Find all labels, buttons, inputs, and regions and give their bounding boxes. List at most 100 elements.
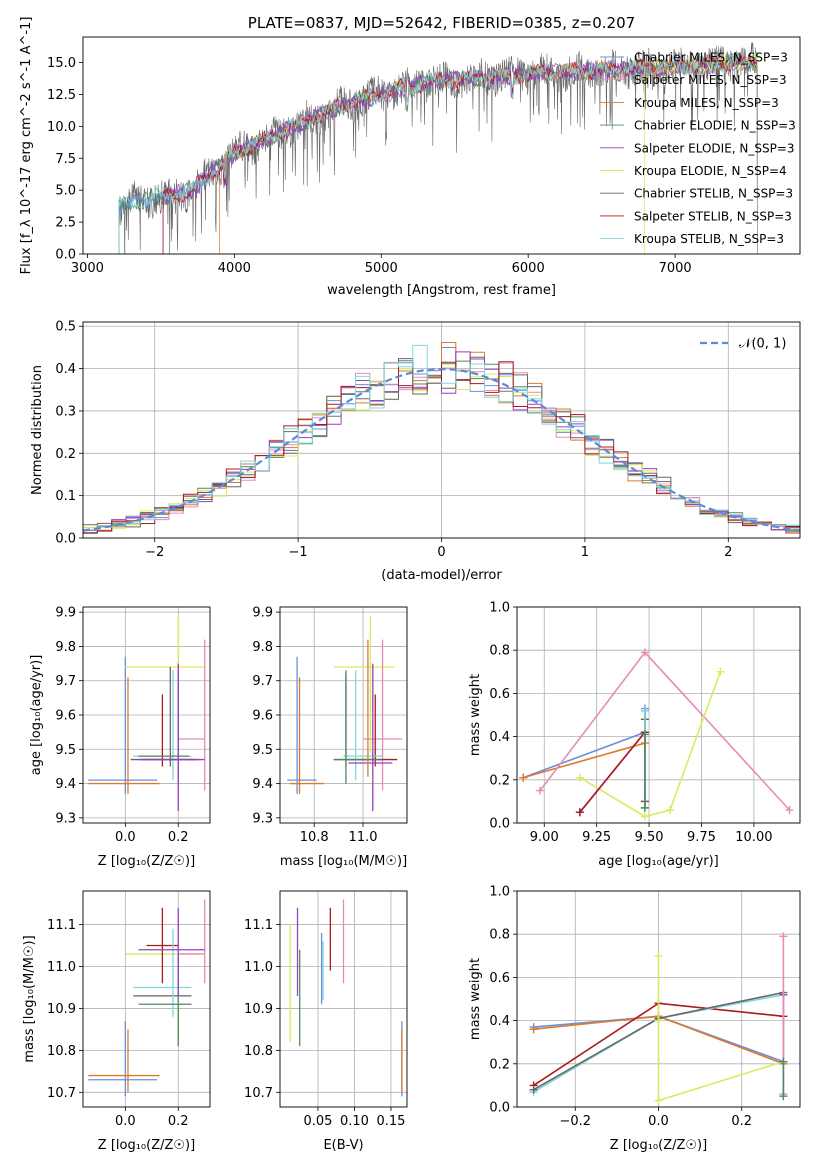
weight-marker	[779, 1092, 788, 1101]
y-axis-label: mass weight	[468, 958, 483, 1040]
x-tick-label: −0.2	[559, 1114, 591, 1129]
plot-area	[88, 615, 206, 811]
weight-line-kroupa_elodie	[657, 955, 784, 1102]
weight-line-kroupa_miles	[523, 719, 646, 779]
y-tick-label: 0.2	[489, 773, 510, 788]
x-tick-label: 10.00	[735, 830, 772, 845]
y-tick-label: 9.4	[55, 777, 76, 792]
weight-line-salpeter_miles	[539, 651, 791, 811]
x-axis-label: wavelength [Angstrom, rest frame]	[327, 283, 556, 298]
x-tick-label: 1	[581, 545, 589, 560]
x-tick-label: 0.0	[115, 830, 136, 845]
y-axis-label: mass [log₁₀(M/M☉)]	[22, 935, 37, 1062]
spectrum-series-chabrier_stelib	[118, 42, 758, 254]
plot-area	[118, 42, 758, 254]
y-tick-label: 0.8	[489, 644, 510, 659]
axes-frame	[516, 890, 801, 1108]
x-tick-label: 2	[724, 545, 732, 560]
x-tick-label: 0.2	[168, 830, 189, 845]
y-tick-label: 11.1	[244, 918, 273, 933]
y-tick-label: 9.4	[252, 777, 273, 792]
weight-marker	[575, 773, 584, 782]
y-tick-label: 0.4	[489, 730, 510, 745]
weight-marker	[529, 1085, 538, 1094]
y-tick-label: 10.7	[244, 1086, 273, 1101]
x-tick-label: 7000	[659, 261, 692, 276]
legend-entry: Chabrier ELODIE, N_SSP=3	[634, 119, 796, 133]
y-tick-label: 9.6	[55, 709, 76, 724]
y-tick-label: 10.7	[47, 1086, 76, 1101]
y-tick-label: 9.8	[252, 640, 273, 655]
y-tick-label: 9.3	[252, 811, 273, 826]
y-tick-label: 7.5	[55, 152, 76, 167]
x-tick-label: 9.50	[635, 830, 664, 845]
y-tick-label: 12.5	[47, 88, 76, 103]
legend-entry: Salpeter MILES, N_SSP=3	[634, 73, 787, 87]
y-tick-label: 0.8	[489, 928, 510, 943]
y-tick-label: 0.0	[489, 817, 510, 832]
y-tick-label: 5.0	[55, 184, 76, 199]
weight-marker	[529, 1025, 538, 1034]
x-axis-label: E(B-V)	[323, 1138, 363, 1153]
y-tick-label: 0.4	[489, 1014, 510, 1029]
y-tick-label: 10.9	[47, 1002, 76, 1017]
x-axis-label: mass [log₁₀(M/M☉)]	[280, 854, 407, 869]
y-tick-label: 10.9	[244, 1002, 273, 1017]
axes-frame	[279, 890, 408, 1108]
x-tick-label: 10.8	[300, 830, 329, 845]
y-tick-label: 0.2	[55, 447, 76, 462]
y-tick-label: 15.0	[47, 56, 76, 71]
spectrum-series-kroupa_stelib	[118, 53, 758, 254]
x-tick-label: −1	[289, 545, 308, 560]
y-tick-label: 0.6	[489, 687, 510, 702]
x-tick-label: 3000	[71, 261, 104, 276]
x-tick-label: 6000	[512, 261, 545, 276]
x-axis-label: Z [log₁₀(Z/Z☉)]	[610, 1138, 707, 1153]
weight-marker	[640, 730, 649, 739]
weight-marker	[640, 648, 649, 657]
spectrum-series-salpeter_elodie	[162, 54, 758, 254]
axes-frame	[82, 890, 211, 1108]
axes-frame	[82, 36, 801, 255]
x-tick-label: −2	[145, 545, 164, 560]
x-tick-label: 0.2	[731, 1114, 752, 1129]
chart-title: PLATE=0837, MJD=52642, FIBERID=0385, z=0…	[248, 14, 635, 32]
x-axis-label: Z [log₁₀(Z/Z☉)]	[98, 1138, 195, 1153]
y-tick-label: 9.3	[55, 811, 76, 826]
x-axis-label: age [log₁₀(age/yr)]	[598, 854, 719, 869]
y-axis-label: mass weight	[468, 674, 483, 756]
y-tick-label: 1.0	[489, 601, 510, 616]
x-tick-label: 9.75	[687, 830, 716, 845]
y-tick-label: 0.0	[55, 248, 76, 263]
axes-age_vs_z: 0.0 0.2 9.3 9.4 9.5 9.6 9.7 9.8 9.9 Z [log₁₀(Z/Z☉…	[29, 606, 211, 869]
weight-marker	[640, 706, 649, 715]
plot-area	[529, 932, 788, 1105]
x-tick-label: 0.0	[648, 1114, 669, 1129]
y-axis-label: age [log₁₀(age/yr)]	[29, 655, 44, 776]
axes-frame	[516, 606, 801, 824]
weight-marker	[779, 932, 788, 941]
y-tick-label: 0.1	[55, 489, 76, 504]
x-tick-label: 0.2	[168, 1114, 189, 1129]
y-tick-label: 10.8	[47, 1044, 76, 1059]
y-tick-label: 0.4	[55, 362, 76, 377]
x-tick-label: 11.0	[349, 830, 378, 845]
y-axis-label: Flux [f_λ 10^-17 erg cm^-2 s^-1 A^-1]	[19, 17, 34, 275]
x-tick-label: 0.05	[303, 1114, 332, 1129]
legend-entry: Kroupa MILES, N_SSP=3	[634, 96, 779, 110]
x-tick-label: 0.0	[115, 1114, 136, 1129]
weight-marker	[654, 951, 663, 960]
axes-age_vs_mass: 10.8 11.0 9.3 9.4 9.5 9.6 9.7 9.8 9.9 mass [log₁₀…	[252, 606, 408, 869]
weight-line-kroupa_elodie	[579, 671, 722, 818]
axes-mass_vs_ebv: 0.05 0.10 0.15 10.7 10.8 10.9 11.0 11.1 E(B-V)	[244, 890, 408, 1153]
plot-area	[289, 899, 403, 1097]
legend-entry: 𝒩(0, 1)	[739, 337, 786, 352]
x-axis-label: Z [log₁₀(Z/Z☉)]	[98, 854, 195, 869]
y-tick-label: 11.0	[47, 960, 76, 975]
weight-marker	[654, 1096, 663, 1105]
weight-marker	[575, 808, 584, 817]
x-tick-label: 0	[437, 545, 445, 560]
legend-entry: Chabrier STELIB, N_SSP=3	[634, 187, 793, 201]
y-tick-label: 2.5	[55, 216, 76, 231]
